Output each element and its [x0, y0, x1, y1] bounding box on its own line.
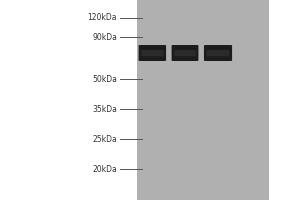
Text: 25kDa: 25kDa [92, 134, 117, 144]
FancyBboxPatch shape [207, 50, 230, 56]
Text: 120kDa: 120kDa [88, 14, 117, 22]
FancyBboxPatch shape [172, 45, 198, 61]
FancyBboxPatch shape [139, 45, 166, 61]
Text: 35kDa: 35kDa [92, 105, 117, 114]
FancyBboxPatch shape [174, 50, 196, 56]
Bar [136, 0, 268, 200]
FancyBboxPatch shape [204, 45, 232, 61]
Text: 90kDa: 90kDa [92, 32, 117, 42]
Text: 20kDa: 20kDa [92, 164, 117, 173]
Text: 50kDa: 50kDa [92, 74, 117, 84]
FancyBboxPatch shape [141, 50, 164, 56]
